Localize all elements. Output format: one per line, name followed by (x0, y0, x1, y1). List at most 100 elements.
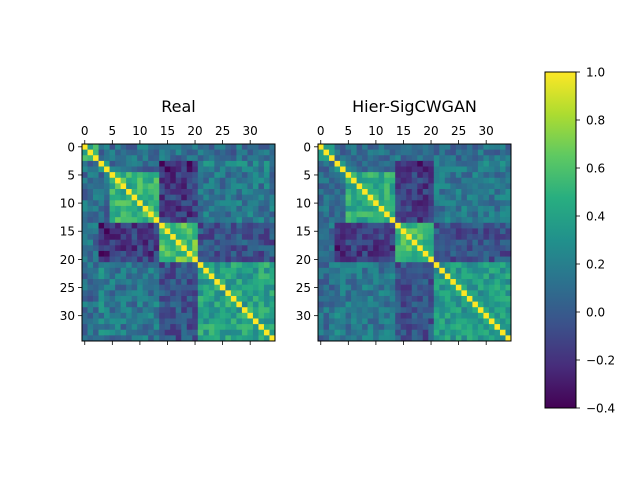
heatmap-cell (422, 155, 429, 162)
heatmap-cell (269, 301, 276, 308)
heatmap-cell (406, 239, 413, 246)
heatmap-cell (263, 155, 270, 162)
heatmap-cell (104, 149, 110, 156)
heatmap-cell (428, 172, 435, 179)
y-tick-label: 15 (60, 225, 75, 239)
heatmap-cell (104, 194, 110, 201)
heatmap-cell (422, 279, 429, 286)
heatmap-frame-real (81, 143, 276, 342)
heatmap-cell (186, 335, 193, 342)
heatmap-cell (208, 307, 215, 314)
heatmap-cell (439, 205, 446, 212)
heatmap-cell (428, 301, 435, 308)
heatmap-cell (241, 290, 248, 297)
heatmap-cell (126, 234, 133, 241)
heatmap-cell (488, 160, 495, 167)
heatmap-cell (219, 295, 226, 302)
heatmap-cell (153, 256, 160, 263)
heatmap-cell (164, 222, 171, 229)
heatmap-cell (241, 217, 248, 224)
heatmap-cell (488, 205, 495, 212)
heatmap-cell (340, 239, 346, 246)
heatmap-cell (439, 279, 446, 286)
heatmap-cell (345, 144, 352, 151)
heatmap-cell (384, 155, 391, 162)
heatmap-cell (225, 267, 232, 274)
heatmap-cell (488, 262, 495, 269)
heatmap-cell (93, 318, 99, 325)
heatmap-cell (225, 329, 232, 336)
heatmap-cell (483, 273, 490, 280)
heatmap-cell (356, 295, 363, 302)
heatmap-cell (351, 149, 357, 156)
heatmap-cell (367, 211, 374, 218)
heatmap-cell (115, 307, 121, 314)
heatmap-cell (126, 262, 133, 269)
heatmap-cell (170, 295, 177, 302)
heatmap-cell (455, 189, 462, 196)
heatmap-cell (433, 318, 440, 325)
heatmap-cell (400, 335, 407, 342)
heatmap-cell (461, 160, 468, 167)
heatmap-cell (230, 295, 237, 302)
heatmap-cell (252, 160, 259, 167)
heatmap-cell (466, 295, 473, 302)
heatmap-cell (373, 217, 380, 224)
heatmap-cell (120, 245, 127, 252)
heatmap-cell (247, 245, 254, 252)
heatmap-cell (208, 335, 215, 342)
heatmap-cell (428, 222, 435, 229)
heatmap-cell (104, 200, 110, 207)
heatmap-cell (444, 284, 451, 291)
heatmap-cell (137, 250, 144, 257)
heatmap-cell (137, 318, 144, 325)
heatmap-cell (159, 234, 166, 241)
heatmap-cell (98, 149, 105, 156)
heatmap-cell (126, 250, 133, 257)
heatmap-cell (488, 177, 495, 184)
heatmap-cell (466, 228, 473, 235)
heatmap-cell (483, 172, 490, 179)
heatmap-cell (258, 329, 265, 336)
heatmap-cell (153, 200, 160, 207)
heatmap-cell (499, 189, 506, 196)
heatmap-cell (98, 177, 105, 184)
heatmap-cell (323, 155, 330, 162)
heatmap-cell (104, 279, 110, 286)
heatmap-cell (433, 228, 440, 235)
heatmap-cell (411, 144, 418, 151)
heatmap-cell (406, 200, 413, 207)
heatmap-cell (323, 329, 330, 336)
heatmap-cell (214, 312, 221, 319)
heatmap-cell (208, 273, 215, 280)
heatmap-cell (340, 172, 346, 179)
heatmap-cell (444, 183, 451, 190)
heatmap-cell (263, 256, 270, 263)
heatmap-cell (378, 194, 385, 201)
heatmap-cell (439, 301, 446, 308)
heatmap-cell (186, 200, 193, 207)
heatmap-cell (505, 234, 512, 241)
heatmap-cell (329, 256, 335, 263)
heatmap-cell (400, 267, 407, 274)
heatmap-cell (411, 217, 418, 224)
heatmap-cell (466, 166, 473, 173)
heatmap-cell (329, 155, 335, 162)
heatmap-cell (362, 144, 369, 151)
heatmap-cell (98, 301, 105, 308)
heatmap-cell (164, 239, 171, 246)
heatmap-cell (98, 329, 105, 336)
heatmap-cell (461, 329, 468, 336)
heatmap-cell (219, 256, 226, 263)
heatmap-cell (142, 329, 149, 336)
heatmap-cell (373, 267, 380, 274)
heatmap-cell (120, 234, 127, 241)
heatmap-cell (192, 177, 199, 184)
heatmap-cell (159, 312, 166, 319)
heatmap-cell (98, 324, 105, 331)
heatmap-cell (252, 245, 259, 252)
heatmap-cell (340, 245, 346, 252)
heatmap-cell (433, 177, 440, 184)
heatmap-cell (472, 284, 479, 291)
heatmap-cell (351, 166, 357, 173)
